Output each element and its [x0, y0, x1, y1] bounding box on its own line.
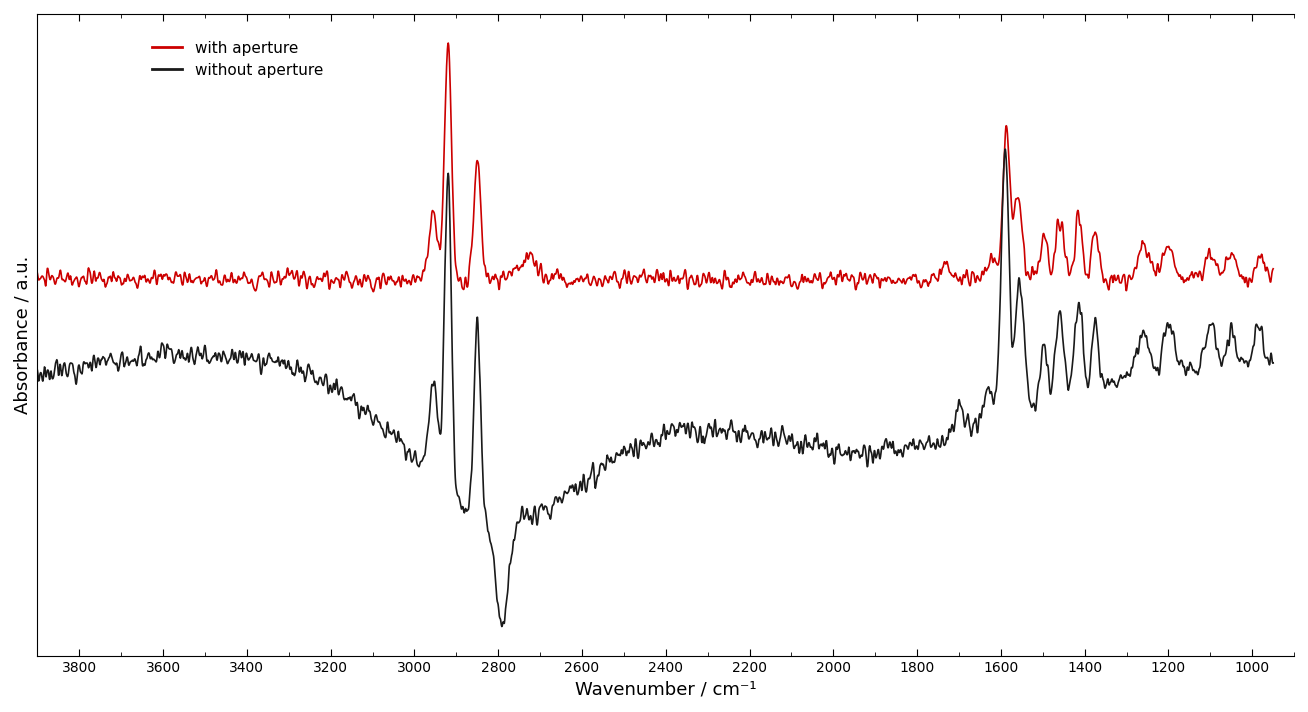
with aperture — [505, 271, 521, 279]
with aperture — [30, 269, 46, 278]
with aperture — [170, 272, 186, 281]
Legend: with aperture, without aperture: with aperture, without aperture — [145, 34, 330, 84]
with aperture — [557, 278, 573, 287]
without aperture — [170, 347, 186, 355]
X-axis label: Wavenumber / cm⁻¹: Wavenumber / cm⁻¹ — [576, 680, 756, 698]
without aperture — [494, 622, 510, 631]
with aperture — [1241, 274, 1257, 283]
Line: without aperture: without aperture — [38, 150, 1273, 627]
without aperture — [504, 551, 519, 560]
without aperture — [1241, 356, 1257, 365]
without aperture — [557, 488, 573, 496]
Y-axis label: Absorbance / a.u.: Absorbance / a.u. — [14, 256, 31, 414]
with aperture — [1109, 276, 1125, 284]
without aperture — [1265, 359, 1281, 367]
without aperture — [998, 145, 1014, 154]
without aperture — [243, 350, 259, 358]
without aperture — [30, 366, 46, 375]
with aperture — [243, 275, 259, 283]
Line: with aperture: with aperture — [38, 43, 1273, 292]
without aperture — [1109, 383, 1125, 392]
with aperture — [1265, 264, 1281, 273]
with aperture — [441, 38, 456, 47]
with aperture — [365, 288, 381, 296]
